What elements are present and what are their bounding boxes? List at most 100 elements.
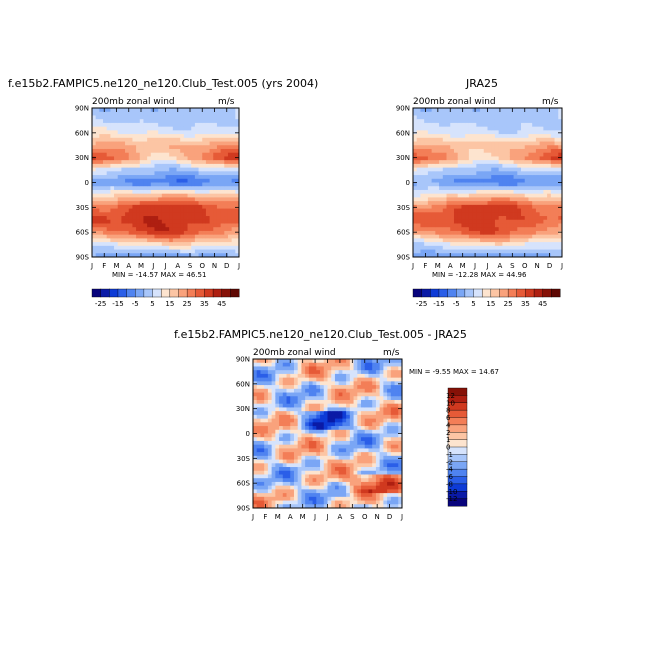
heatmap-cell — [550, 108, 555, 113]
heatmap-cell — [424, 245, 429, 250]
heatmap-cell — [461, 212, 466, 217]
heatmap-cell — [235, 111, 240, 116]
heatmap-cell — [191, 111, 196, 116]
heatmap-cell — [528, 234, 533, 239]
heatmap-cell — [361, 474, 366, 479]
heatmap-cell — [275, 403, 280, 408]
heatmap-cell — [297, 422, 302, 427]
heatmap-cell — [99, 219, 104, 224]
heatmap-cell — [465, 219, 470, 224]
heatmap-cell — [216, 242, 222, 247]
heatmap-cell — [117, 208, 122, 213]
heatmap-cell — [539, 249, 544, 254]
heatmap-cell — [483, 208, 488, 213]
heatmap-cell — [216, 175, 222, 180]
heatmap-cell — [172, 201, 177, 206]
heatmap-cell — [506, 216, 511, 221]
heatmap-cell — [132, 230, 137, 236]
heatmap-cell — [517, 253, 522, 258]
heatmap-cell — [125, 141, 130, 146]
heatmap-cell — [487, 178, 492, 183]
heatmap-cell — [357, 414, 362, 420]
heatmap-cell — [353, 418, 358, 423]
heatmap-cell — [334, 377, 340, 382]
heatmap-cell — [187, 242, 192, 247]
heatmap-cell — [461, 242, 466, 247]
heatmap-cell — [528, 122, 533, 128]
heatmap-cell — [491, 160, 496, 165]
heatmap-cell — [539, 216, 544, 221]
heatmap-cell — [513, 145, 518, 150]
heatmap-cell — [279, 467, 284, 472]
heatmap-cell — [424, 115, 429, 120]
heatmap-cell — [379, 426, 384, 431]
heatmap-cell — [194, 201, 199, 206]
heatmap-cell — [161, 160, 166, 165]
heatmap-cell — [539, 189, 544, 195]
heatmap-cell — [487, 175, 492, 180]
heatmap-cell — [357, 493, 362, 498]
heatmap-cell — [435, 145, 440, 150]
heatmap-cell — [368, 452, 373, 457]
heatmap-cell — [99, 227, 104, 232]
heatmap-cell — [487, 204, 492, 209]
heatmap-cell — [139, 189, 144, 195]
heatmap-cell — [513, 223, 518, 228]
heatmap-cell — [491, 130, 496, 135]
heatmap-cell — [216, 253, 222, 258]
heatmap-cell — [169, 137, 174, 142]
heatmap-cell — [494, 223, 500, 228]
heatmap-cell — [379, 366, 384, 371]
heatmap-cell — [297, 429, 302, 434]
heatmap-cell — [92, 219, 97, 224]
heatmap-cell — [439, 204, 444, 209]
heatmap-cell — [387, 459, 392, 464]
heatmap-cell — [528, 249, 533, 254]
heatmap-cell — [176, 152, 181, 157]
heatmap-cell — [558, 242, 563, 247]
heatmap-cell — [110, 115, 115, 120]
heatmap-cell — [420, 122, 425, 128]
x-tick-label: N — [375, 513, 380, 521]
x-tick-label: F — [263, 513, 267, 521]
heatmap-cell — [453, 212, 459, 217]
heatmap-cell — [235, 152, 240, 157]
heatmap-cell — [169, 212, 174, 217]
heatmap-cell — [368, 366, 373, 371]
heatmap-cell — [282, 489, 287, 494]
heatmap-cell — [279, 489, 284, 494]
heatmap-cell — [121, 249, 126, 254]
heatmap-cell — [327, 359, 332, 364]
heatmap-cell — [99, 167, 104, 172]
heatmap-cell — [297, 403, 302, 408]
heatmap-cell — [498, 141, 503, 146]
heatmap-cell — [416, 201, 421, 206]
heatmap-cell — [528, 238, 533, 243]
heatmap-cell — [290, 485, 295, 490]
heatmap-cell — [476, 160, 481, 165]
heatmap-cell — [305, 440, 310, 446]
heatmap-cell — [305, 377, 310, 382]
heatmap-cell — [194, 227, 199, 232]
heatmap-cell — [132, 119, 137, 124]
heatmap-cell — [453, 152, 459, 157]
heatmap-cell — [312, 366, 317, 371]
heatmap-cell — [224, 208, 229, 213]
heatmap-cell — [353, 385, 358, 390]
heatmap-cell — [539, 134, 544, 139]
heatmap-cell — [465, 126, 470, 131]
heatmap-cell — [435, 134, 440, 139]
heatmap-cell — [271, 399, 276, 405]
heatmap-cell — [535, 171, 541, 176]
heatmap-cell — [293, 373, 299, 379]
heatmap-cell — [491, 242, 496, 247]
heatmap-cell — [513, 111, 518, 116]
heatmap-cell — [394, 474, 399, 479]
heatmap-cell — [209, 238, 214, 243]
heatmap-cell — [271, 429, 276, 434]
heatmap-cell — [331, 448, 336, 453]
heatmap-cell — [191, 160, 196, 165]
heatmap-cell — [487, 186, 492, 191]
heatmap-cell — [483, 160, 488, 165]
heatmap-cell — [457, 227, 462, 232]
